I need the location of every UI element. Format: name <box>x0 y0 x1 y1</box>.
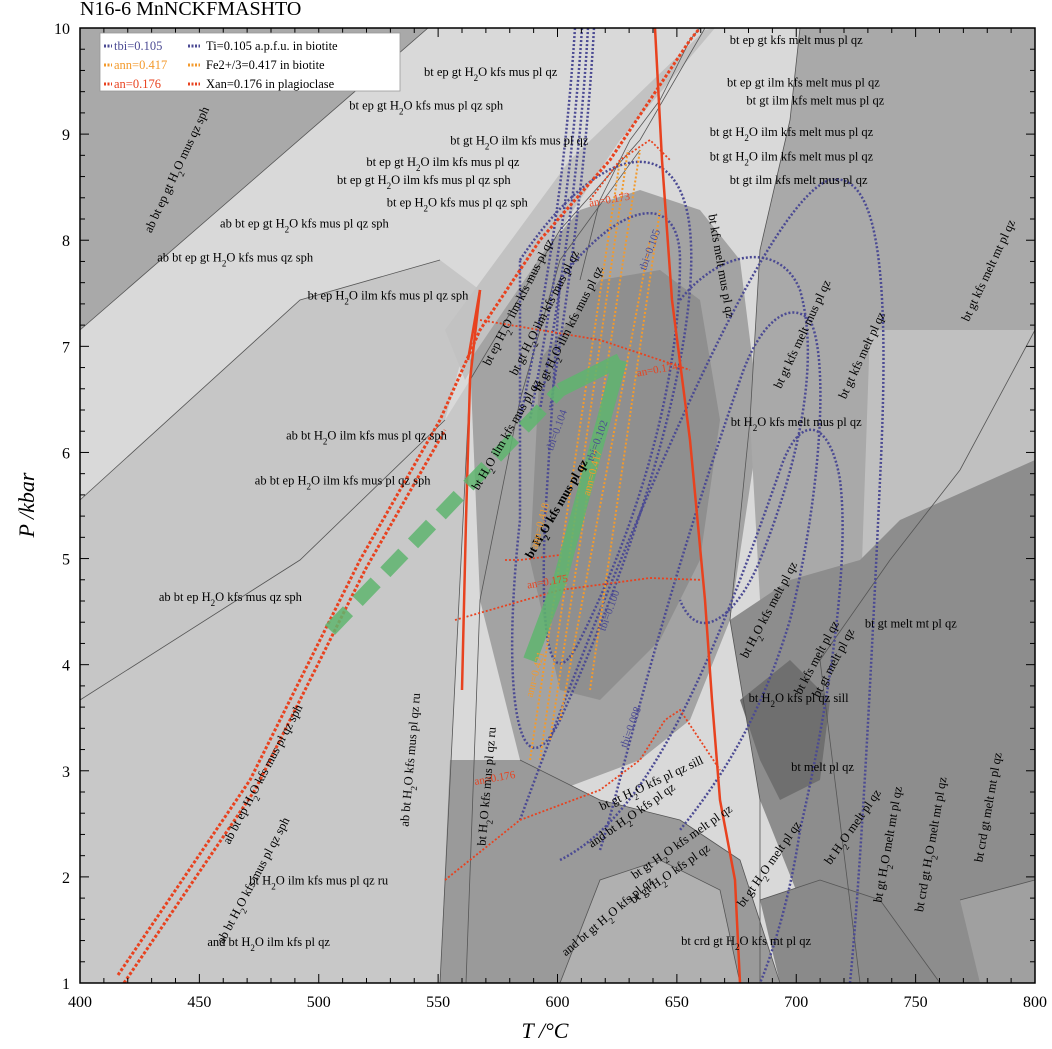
ann-isopleths <box>529 149 661 761</box>
legend-key: ann=0.417 <box>114 58 167 72</box>
field-label: ab bt ep gt H2O kfs mus pl qz sph <box>220 216 389 234</box>
legend-text: Ti=0.105 a.p.f.u. in biotite <box>206 39 338 53</box>
y-tick-label: 10 <box>54 21 70 38</box>
x-tick-label: 800 <box>1023 994 1047 1011</box>
field-lower-right-dark <box>760 880 940 983</box>
y-tick-label: 2 <box>62 870 70 887</box>
field-label: bt ep gt H2O ilm kfs mus pl qz <box>366 155 520 173</box>
field-label: bt ep gt H2O kfs mus pl qz <box>424 65 558 83</box>
y-tick-label: 1 <box>62 976 70 993</box>
field-label: bt ep gt kfs melt mus pl qz <box>730 33 863 47</box>
field-label: ab bt ep H2O ilm kfs mus pl qz sph <box>255 473 431 491</box>
field-label: bt gt melt mt pl qz <box>865 617 957 631</box>
field-label: bt H2O kfs pl qz sill <box>749 691 850 709</box>
an-isopleths <box>444 138 721 881</box>
chart-title: N16-6 MnNCKFMASHTO <box>80 0 302 20</box>
y-tick-label: 6 <box>62 445 70 462</box>
x-tick-labels: 400 450 500 550 600 650 700 750 800 <box>68 994 1047 1011</box>
y-tick-label: 4 <box>62 658 70 675</box>
y-tick-label: 8 <box>62 233 70 250</box>
field-label: ab bt ep H2O kfs mus qz sph <box>159 590 303 608</box>
field-left-band <box>80 260 480 700</box>
field-label: bt H2O kfs melt mus pl qz <box>731 415 862 433</box>
field-darkest <box>740 660 830 800</box>
x-tick-label: 700 <box>784 994 808 1011</box>
legend-box <box>99 32 401 92</box>
field-high-pressure-band <box>445 28 715 380</box>
field-label: ab bt H2O ilm kfs mus pl qz sph <box>286 429 448 447</box>
ti-isopleths <box>510 28 885 983</box>
field-label: bt gt H2O ilm kfs melt mus pl qz <box>710 150 874 168</box>
field-label: bt ep H2O ilm kfs mus pl qz sph <box>308 289 470 307</box>
field-label: bt ep gt H2O ilm kfs mus pl qz sph <box>337 173 511 191</box>
plot-area <box>80 28 1035 983</box>
axis-ticks <box>79 27 1036 984</box>
field-label: and bt H2O ilm kfs pl qz <box>207 935 330 953</box>
x-tick-label: 550 <box>426 994 450 1011</box>
y-tick-label: 9 <box>62 127 70 144</box>
reaction-lines <box>460 28 742 983</box>
x-axis-label: T /°C <box>522 1018 569 1043</box>
legend: tbi=0.105 Ti=0.105 a.p.f.u. in biotite ann… <box>99 32 401 92</box>
field-label: bt ep H2O kfs mus pl qz sph <box>387 195 529 213</box>
x-tick-label: 400 <box>68 994 92 1011</box>
field-lower-left <box>80 380 470 983</box>
x-tick-label: 750 <box>904 994 928 1011</box>
field-label: bt gt H2O ilm kfs mus pl qz <box>450 134 589 152</box>
field-label: bt gt H2O ilm kfs melt mus pl qz <box>710 125 874 143</box>
field-right-dark <box>730 460 1035 983</box>
field-label: bt gt ilm kfs melt mus pl qz <box>746 93 884 107</box>
y-tick-label: 3 <box>62 764 70 781</box>
field-label: bt H2O ilm kfs mus pl qz ru <box>249 873 389 891</box>
field-label: bt melt pl qz <box>791 760 854 774</box>
x-tick-label: 650 <box>665 994 689 1011</box>
field-lower-mid <box>560 860 740 983</box>
x-tick-label: 450 <box>187 994 211 1011</box>
y-tick-label: 7 <box>62 339 70 356</box>
legend-text: Xan=0.176 in plagioclase <box>206 77 335 91</box>
legend-key: an=0.176 <box>114 77 161 91</box>
y-tick-label: 5 <box>62 552 70 569</box>
x-tick-label: 600 <box>546 994 570 1011</box>
field-label: bt gt ilm kfs melt mus pl qz <box>730 173 868 187</box>
field-label: ab bt ep gt H2O kfs mus qz sph <box>157 250 314 268</box>
x-tick-label: 500 <box>307 994 331 1011</box>
field-boundaries <box>80 28 1035 983</box>
y-tick-labels: 1 2 3 4 5 6 7 8 9 10 <box>54 21 70 993</box>
pt-path <box>324 353 627 663</box>
y-axis-label: P /kbar <box>14 472 39 538</box>
legend-key: tbi=0.105 <box>114 39 162 53</box>
field-label: bt crd gt H2O kfs mt pl qz <box>681 934 811 952</box>
legend-text: Fe2+/3=0.417 in biotite <box>206 58 325 72</box>
field-corner-right <box>960 880 1035 983</box>
an-diagonal-isopleth <box>116 28 702 983</box>
field-label: bt ep gt ilm kfs melt mus pl qz <box>727 75 880 89</box>
field-label: bt ep gt H2O kfs mus pl qz sph <box>349 99 504 117</box>
